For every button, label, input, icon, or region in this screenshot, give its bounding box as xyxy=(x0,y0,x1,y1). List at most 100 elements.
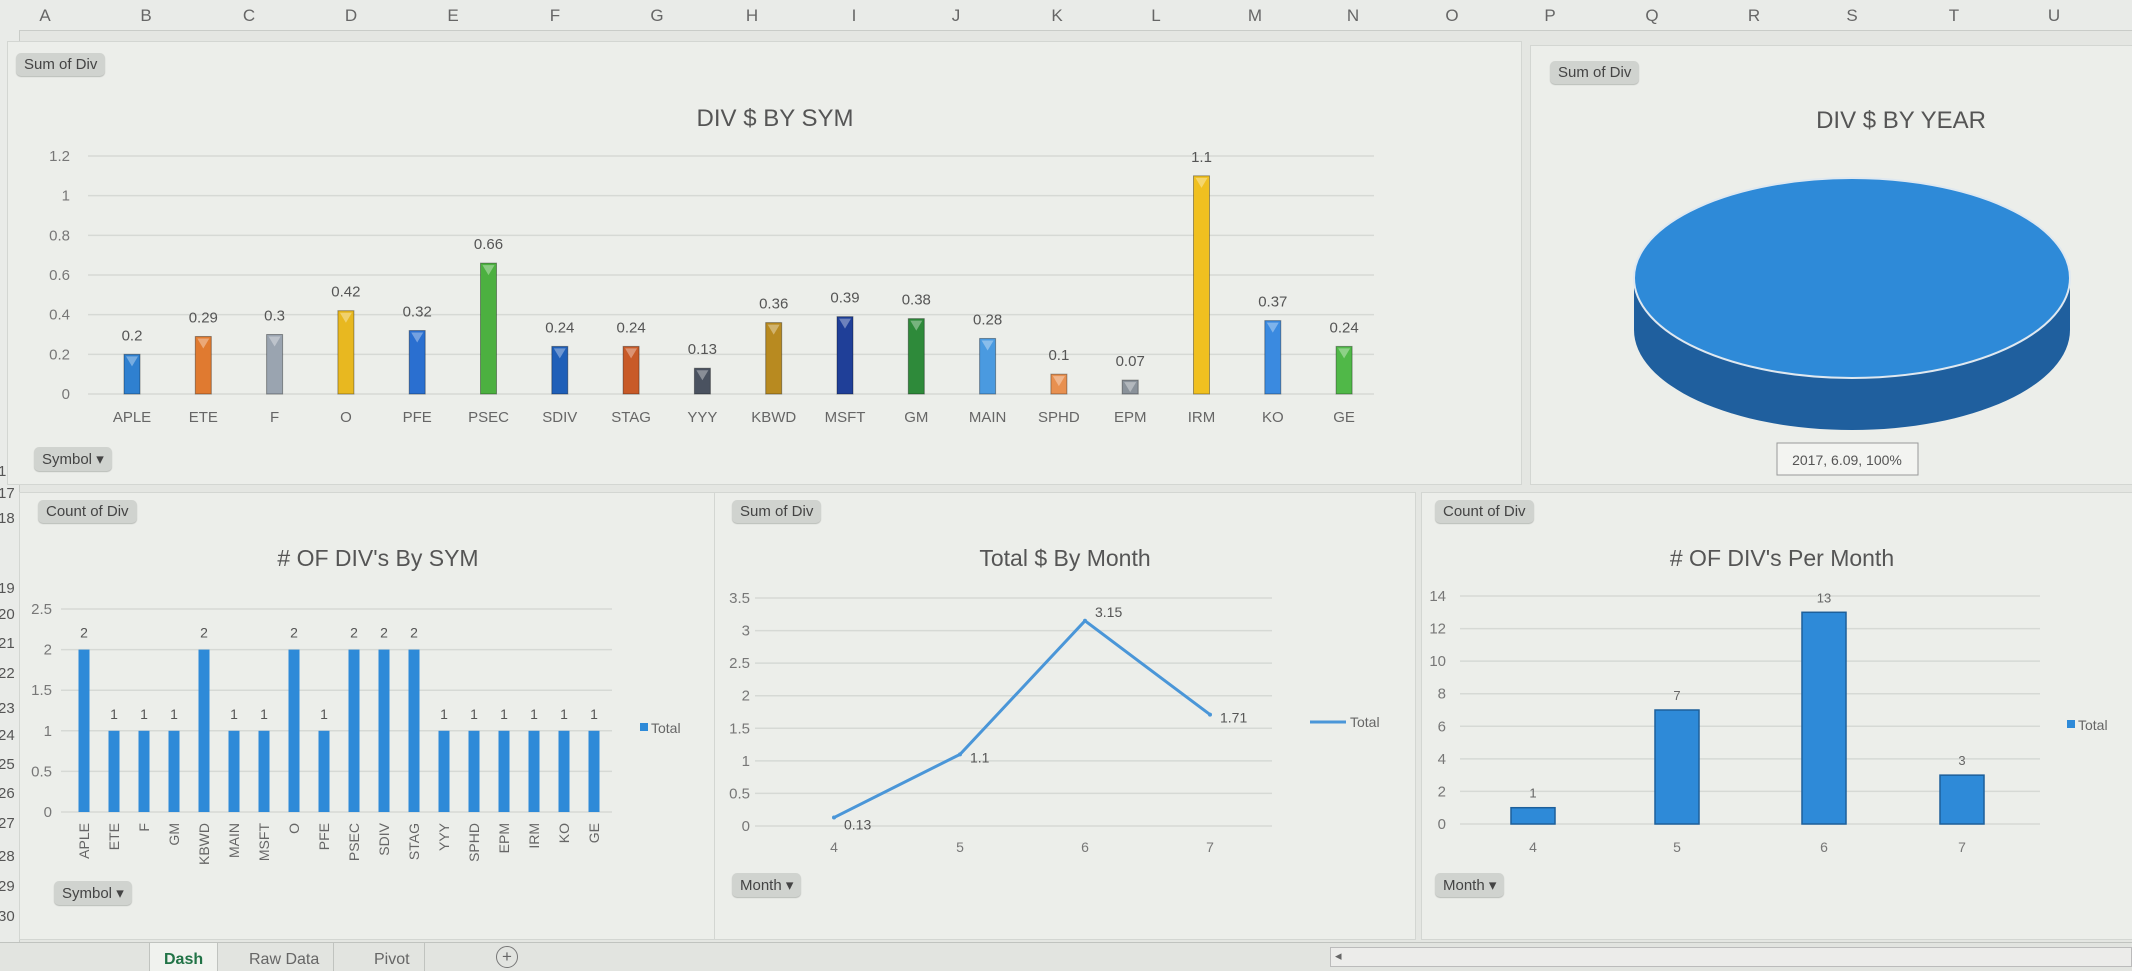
column-header[interactable]: O xyxy=(1445,6,1459,25)
row-header[interactable]: 26 xyxy=(0,785,15,802)
data-label: 1.1 xyxy=(970,749,990,765)
x-tick-label: KO xyxy=(556,823,572,843)
row-header[interactable]: 20 xyxy=(0,606,15,623)
chart-total-by-month[interactable] xyxy=(714,492,1416,940)
bar xyxy=(1050,373,1068,395)
sum-of-div-field-button[interactable]: Sum of Div xyxy=(16,53,106,76)
column-header[interactable]: L xyxy=(1151,6,1161,25)
row-header[interactable]: 28 xyxy=(0,848,15,865)
bar xyxy=(1939,774,1985,825)
chart-title: Total $ By Month xyxy=(979,545,1150,571)
row-header[interactable]: 27 xyxy=(0,815,15,832)
column-header[interactable]: P xyxy=(1544,6,1556,25)
x-tick-label: SPHD xyxy=(1038,409,1080,426)
data-label: 0.32 xyxy=(403,304,432,321)
column-header[interactable]: C xyxy=(242,6,256,25)
data-label: 13 xyxy=(1817,590,1831,605)
y-tick-label: 12 xyxy=(1429,621,1446,638)
column-header[interactable]: D xyxy=(344,6,358,25)
symbol-axis-button-count[interactable]: Symbol ▾ xyxy=(54,881,132,905)
count-of-div-field-button[interactable]: Count of Div xyxy=(38,500,137,523)
row-header[interactable]: 22 xyxy=(0,665,15,682)
row-header[interactable]: 24 xyxy=(0,727,15,744)
column-header[interactable]: H xyxy=(745,6,759,25)
legend-label: Total xyxy=(1350,714,1380,730)
chart-count-by-month[interactable] xyxy=(1421,492,2132,940)
column-header[interactable]: I xyxy=(851,6,857,25)
y-tick-label: 1 xyxy=(62,188,70,205)
y-tick-label: 2 xyxy=(44,642,52,659)
bar-bevel xyxy=(1052,376,1065,387)
column-header[interactable]: A xyxy=(39,6,51,25)
x-tick-label: O xyxy=(286,823,302,834)
row-header[interactable]: 17 xyxy=(0,485,15,502)
sum-of-div-field-button-year[interactable]: Sum of Div xyxy=(1550,61,1640,84)
data-label: 0.39 xyxy=(830,290,859,307)
y-tick-label: 6 xyxy=(1438,718,1446,735)
bar-bevel xyxy=(1338,348,1351,359)
bar xyxy=(468,730,480,812)
symbol-axis-button[interactable]: Symbol ▾ xyxy=(34,447,112,471)
y-tick-label: 2 xyxy=(742,688,750,705)
data-label: 1 xyxy=(470,706,478,722)
x-tick-label: 4 xyxy=(830,839,838,855)
column-header[interactable]: R xyxy=(1747,6,1761,25)
data-label: 1 xyxy=(260,706,268,722)
tab-raw-data[interactable]: Raw Data xyxy=(235,943,335,971)
x-tick-label: IRM xyxy=(1188,409,1216,426)
bar xyxy=(288,649,300,812)
column-header[interactable]: B xyxy=(140,6,152,25)
count-of-div-field-button-month[interactable]: Count of Div xyxy=(1435,500,1534,523)
column-header[interactable]: K xyxy=(1051,6,1063,25)
bar xyxy=(168,730,180,812)
row-header[interactable]: 30 xyxy=(0,908,15,925)
column-header[interactable]: T xyxy=(1948,6,1960,25)
row-header[interactable]: 23 xyxy=(0,700,15,717)
bar xyxy=(348,649,360,812)
y-tick-label: 1.5 xyxy=(31,682,52,699)
sum-of-div-field-button-month[interactable]: Sum of Div xyxy=(732,500,822,523)
data-label: 7 xyxy=(1673,688,1680,703)
bar xyxy=(622,345,640,395)
row-header[interactable]: 25 xyxy=(0,756,15,773)
column-header[interactable]: J xyxy=(951,6,961,25)
row-header[interactable]: 21 xyxy=(0,635,15,652)
data-label: 3.15 xyxy=(1095,604,1122,620)
data-label: 0.1 xyxy=(1048,347,1069,364)
plus-circle-icon[interactable]: + xyxy=(496,946,518,968)
data-label: 1 xyxy=(140,706,148,722)
horizontal-scrollbar[interactable]: ◂ xyxy=(1330,947,2132,967)
chart-title: DIV $ BY SYM xyxy=(697,105,854,132)
row-header[interactable]: 29 xyxy=(0,878,15,895)
chart-div-by-sym[interactable] xyxy=(7,41,1522,485)
bar xyxy=(438,730,450,812)
x-tick-label: PFE xyxy=(403,409,432,426)
column-header[interactable]: E xyxy=(447,6,459,25)
y-tick-label: 0 xyxy=(44,804,52,821)
column-header[interactable]: G xyxy=(650,6,664,25)
data-label: 0.28 xyxy=(973,311,1002,328)
data-label: 0.24 xyxy=(1329,319,1358,336)
tab-dash[interactable]: Dash xyxy=(150,943,219,971)
column-header[interactable]: Q xyxy=(1645,6,1659,25)
month-axis-button[interactable]: Month ▾ xyxy=(732,873,802,897)
x-tick-label: ETE xyxy=(189,409,218,426)
bar xyxy=(266,334,284,395)
y-tick-label: 2.5 xyxy=(729,655,750,672)
scroll-left-icon[interactable]: ◂ xyxy=(1335,948,1342,963)
column-header[interactable]: F xyxy=(549,6,561,25)
column-header[interactable]: M xyxy=(1247,6,1263,25)
x-tick-label: EPM xyxy=(1114,409,1147,426)
column-header[interactable]: U xyxy=(2047,6,2061,25)
bar-bevel xyxy=(981,340,994,351)
chart-count-by-sym[interactable] xyxy=(19,492,716,940)
x-tick-label: MAIN xyxy=(969,409,1007,426)
tab-pivot[interactable]: Pivot xyxy=(360,943,425,971)
column-header[interactable]: N xyxy=(1346,6,1360,25)
month-axis-button-count[interactable]: Month ▾ xyxy=(1435,873,1505,897)
row-header[interactable]: 18 xyxy=(0,510,15,527)
x-tick-label: 7 xyxy=(1958,839,1966,855)
column-header[interactable]: S xyxy=(1846,6,1858,25)
data-label: 0.66 xyxy=(474,236,503,253)
row-header[interactable]: 19 xyxy=(0,580,15,597)
